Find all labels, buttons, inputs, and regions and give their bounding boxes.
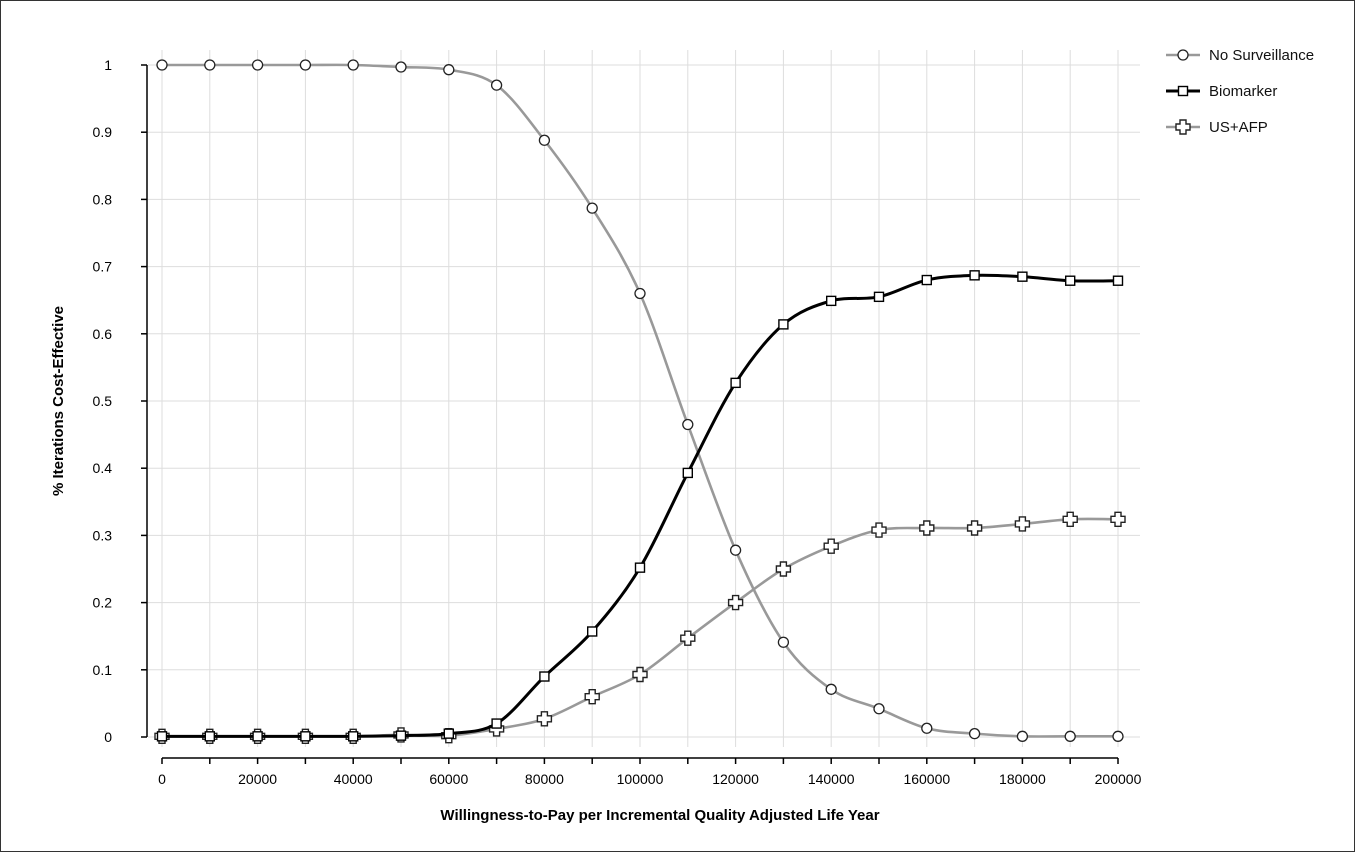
data-point-square bbox=[636, 563, 645, 572]
data-point-circle bbox=[874, 704, 884, 714]
legend-marker-circle bbox=[1178, 50, 1188, 60]
data-point-cross bbox=[1063, 512, 1077, 526]
data-point-circle bbox=[922, 723, 932, 733]
data-point-circle bbox=[635, 288, 645, 298]
data-point-square bbox=[1018, 272, 1027, 281]
data-point-circle bbox=[157, 60, 167, 70]
legend-label: US+AFP bbox=[1209, 119, 1268, 136]
data-point-circle bbox=[348, 60, 358, 70]
data-point-square bbox=[779, 320, 788, 329]
data-point-square bbox=[731, 378, 740, 387]
data-point-square bbox=[970, 271, 979, 280]
data-point-circle bbox=[1065, 731, 1075, 741]
y-tick-label: 0.5 bbox=[93, 393, 113, 409]
data-point-square bbox=[683, 468, 692, 477]
data-point-cross bbox=[585, 690, 599, 704]
x-tick-label: 20000 bbox=[238, 771, 277, 787]
data-point-cross bbox=[537, 712, 551, 726]
y-tick-label: 0.8 bbox=[93, 191, 113, 207]
legend-label: Biomarker bbox=[1209, 83, 1277, 100]
data-point-cross bbox=[920, 521, 934, 535]
data-point-circle bbox=[731, 545, 741, 555]
data-point-circle bbox=[396, 62, 406, 72]
data-point-square bbox=[253, 732, 262, 741]
data-point-square bbox=[444, 729, 453, 738]
y-tick-label: 0.6 bbox=[93, 326, 113, 342]
data-point-square bbox=[922, 276, 931, 285]
data-point-circle bbox=[539, 135, 549, 145]
data-point-circle bbox=[970, 729, 980, 739]
data-point-cross bbox=[968, 521, 982, 535]
y-tick-label: 0.4 bbox=[93, 460, 113, 476]
data-point-square bbox=[492, 719, 501, 728]
data-point-circle bbox=[1113, 731, 1123, 741]
data-point-square bbox=[875, 292, 884, 301]
data-point-circle bbox=[778, 637, 788, 647]
x-tick-label: 60000 bbox=[429, 771, 468, 787]
x-tick-label: 200000 bbox=[1095, 771, 1142, 787]
legend-label: No Surveillance bbox=[1209, 47, 1314, 64]
y-tick-label: 0.1 bbox=[93, 662, 113, 678]
legend: No Surveillance Biomarker US+AFP bbox=[1166, 47, 1314, 136]
data-point-circle bbox=[205, 60, 215, 70]
data-point-circle bbox=[492, 80, 502, 90]
data-point-circle bbox=[587, 203, 597, 213]
x-axis-title: Willingness-to-Pay per Incremental Quali… bbox=[440, 807, 879, 824]
y-tick-label: 0.3 bbox=[93, 527, 113, 543]
x-tick-label: 80000 bbox=[525, 771, 564, 787]
x-tick-label: 120000 bbox=[712, 771, 759, 787]
data-point-circle bbox=[444, 65, 454, 75]
data-point-square bbox=[540, 672, 549, 681]
x-tick-label: 180000 bbox=[999, 771, 1046, 787]
y-tick-label: 0.7 bbox=[93, 259, 113, 275]
data-point-square bbox=[301, 732, 310, 741]
data-point-cross bbox=[1111, 512, 1125, 526]
data-point-square bbox=[1114, 276, 1123, 285]
data-point-square bbox=[827, 296, 836, 305]
y-tick-label: 1 bbox=[104, 57, 112, 73]
y-axis-title: % Iterations Cost-Effective bbox=[50, 306, 67, 496]
x-tick-label: 40000 bbox=[334, 771, 373, 787]
grid bbox=[148, 50, 1140, 747]
data-point-circle bbox=[1017, 731, 1027, 741]
x-tick-label: 0 bbox=[158, 771, 166, 787]
legend-item: No Surveillance bbox=[1166, 47, 1314, 64]
x-tick-label: 140000 bbox=[808, 771, 855, 787]
x-tick-label: 100000 bbox=[617, 771, 664, 787]
data-point-cross bbox=[776, 562, 790, 576]
data-point-circle bbox=[253, 60, 263, 70]
legend-marker-cross bbox=[1176, 120, 1190, 134]
data-point-square bbox=[397, 731, 406, 740]
legend-item: Biomarker bbox=[1166, 83, 1277, 100]
y-tick-label: 0.9 bbox=[93, 124, 113, 140]
data-point-square bbox=[1066, 276, 1075, 285]
legend-marker-square bbox=[1179, 87, 1188, 96]
data-point-square bbox=[205, 732, 214, 741]
data-point-square bbox=[349, 732, 358, 741]
y-tick-label: 0 bbox=[104, 729, 112, 745]
axes: 0 0.1 0.2 0.3 0.4 0.5 0.6 0.7 0.8 0.9 1 0 20000 40000… bbox=[93, 57, 1142, 787]
data-point-cross bbox=[1015, 517, 1029, 531]
x-tick-label: 160000 bbox=[903, 771, 950, 787]
y-tick-label: 0.2 bbox=[93, 595, 113, 611]
data-point-square bbox=[588, 627, 597, 636]
legend-item: US+AFP bbox=[1166, 119, 1268, 136]
data-point-circle bbox=[826, 684, 836, 694]
data-point-cross bbox=[824, 539, 838, 553]
data-point-square bbox=[158, 732, 167, 741]
data-point-circle bbox=[683, 420, 693, 430]
data-point-circle bbox=[300, 60, 310, 70]
